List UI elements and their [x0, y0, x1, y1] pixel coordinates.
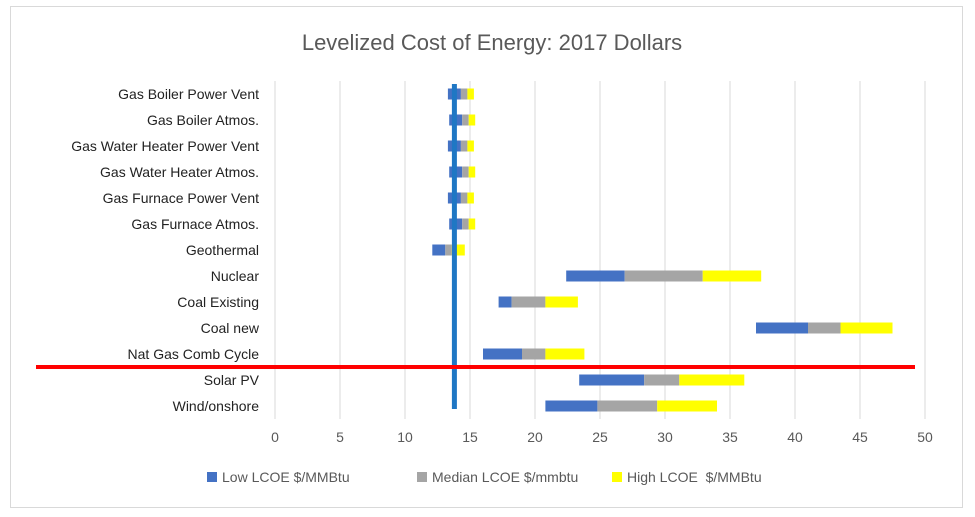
bar-segment-median: [511, 296, 546, 308]
bar-segment-high: [657, 400, 717, 412]
bar-segment-high: [451, 244, 465, 256]
category-label: Wind/onshore: [173, 398, 260, 414]
category-label: Solar PV: [204, 372, 260, 388]
bar-segment-high: [468, 218, 476, 230]
bar-segment-high: [702, 270, 762, 282]
legend-label: Median LCOE $/mmbtu: [432, 469, 578, 485]
bar-segment-high: [467, 88, 474, 100]
bar-segment-low: [545, 400, 598, 412]
legend-label: High LCOE $/MMBtu: [627, 469, 762, 485]
bar-segment-median: [624, 270, 703, 282]
bars: [432, 88, 893, 412]
x-tick-label: 40: [787, 429, 803, 445]
category-labels: Gas Boiler Power Vent Gas Boiler Atmos. Ga…: [71, 86, 260, 414]
bar-segment-low: [566, 270, 625, 282]
category-label: Coal Existing: [177, 294, 259, 310]
bar-segment-median: [644, 374, 680, 386]
x-tick-label: 35: [722, 429, 738, 445]
annotations: [36, 84, 915, 409]
category-label: Nuclear: [211, 268, 260, 284]
legend-swatch: [612, 472, 622, 482]
category-label: Gas Furnace Atmos.: [131, 216, 259, 232]
bar-segment-median: [462, 166, 469, 178]
category-label: Nat Gas Comb Cycle: [128, 346, 260, 362]
bar-segment-median: [460, 140, 468, 152]
category-label: Gas Boiler Power Vent: [118, 86, 259, 102]
x-tick-label: 5: [336, 429, 344, 445]
legend-swatch: [207, 472, 217, 482]
bar-segment-low: [579, 374, 645, 386]
bar-segment-high: [545, 296, 578, 308]
bar-segment-median: [460, 192, 468, 204]
x-tick-label: 30: [657, 429, 673, 445]
bar-segment-median: [597, 400, 658, 412]
x-tick-label: 0: [271, 429, 279, 445]
bar-segment-high: [679, 374, 745, 386]
bar-segment-low: [498, 296, 512, 308]
legend-swatch: [417, 472, 427, 482]
bar-segment-median: [445, 244, 452, 256]
x-tick-labels: 0 5 10 15 20 25 30 35 40 45 50: [271, 429, 933, 445]
bar-segment-median: [522, 348, 546, 360]
bar-segment-low: [756, 322, 808, 334]
bar-segment-low: [432, 244, 446, 256]
bar-segment-high: [468, 114, 476, 126]
bar-segment-median: [462, 114, 469, 126]
x-tick-label: 45: [852, 429, 868, 445]
category-label: Coal new: [201, 320, 260, 336]
category-label: Gas Furnace Power Vent: [103, 190, 260, 206]
x-tick-label: 15: [462, 429, 478, 445]
category-label: Gas Water Heater Power Vent: [71, 138, 259, 154]
category-label: Gas Boiler Atmos.: [147, 112, 259, 128]
category-label: Gas Water Heater Atmos.: [100, 164, 259, 180]
bar-segment-high: [467, 140, 474, 152]
grid-lines: [274, 81, 926, 419]
legend-label: Low LCOE $/MMBtu: [222, 469, 350, 485]
bar-segment-median: [462, 218, 469, 230]
x-tick-label: 20: [527, 429, 543, 445]
chart-title: Levelized Cost of Energy: 2017 Dollars: [302, 30, 682, 55]
legend: Low LCOE $/MMBtu Median LCOE $/mmbtu High …: [207, 469, 762, 485]
bar-segment-high: [467, 192, 474, 204]
x-tick-label: 50: [917, 429, 933, 445]
bar-segment-low: [483, 348, 522, 360]
bar-segment-high: [468, 166, 476, 178]
x-tick-label: 10: [397, 429, 413, 445]
bar-segment-median: [808, 322, 841, 334]
bar-segment-median: [460, 88, 468, 100]
chart-frame: [10, 6, 963, 508]
bar-segment-high: [545, 348, 585, 360]
category-label: Geothermal: [186, 242, 259, 258]
bar-segment-high: [840, 322, 893, 334]
x-tick-label: 25: [592, 429, 608, 445]
